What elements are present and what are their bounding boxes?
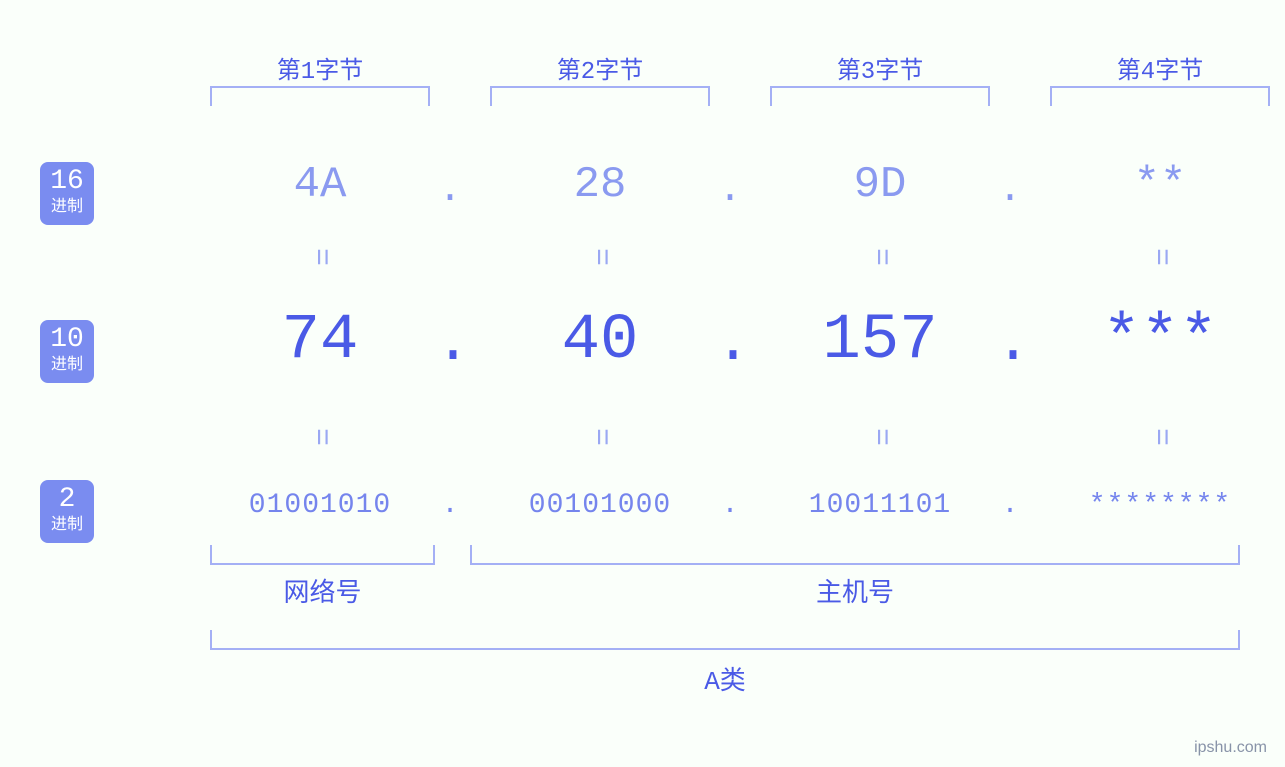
bin-val-2: 00101000 — [480, 490, 720, 521]
byte-header-1: 第1字节 — [200, 50, 440, 86]
badge-hex-num: 16 — [50, 168, 84, 196]
eq-2-1: = — [303, 317, 337, 557]
host-bracket — [470, 545, 1240, 565]
badge-hex-sub: 进制 — [50, 198, 84, 217]
byte-header-3: 第3字节 — [760, 50, 1000, 86]
bin-dot-3: . — [995, 490, 1025, 521]
top-bracket-3 — [770, 86, 990, 106]
top-bracket-4 — [1050, 86, 1270, 106]
class-bracket — [210, 630, 1240, 650]
base-badge-bin: 2 进制 — [40, 480, 94, 543]
watermark: ipshu.com — [1194, 739, 1267, 757]
hex-dot-1: . — [435, 168, 465, 213]
host-label: 主机号 — [470, 572, 1240, 609]
badge-bin-sub: 进制 — [50, 516, 84, 535]
hex-dot-3: . — [995, 168, 1025, 213]
byte-header-4: 第4字节 — [1040, 50, 1280, 86]
top-bracket-2 — [490, 86, 710, 106]
badge-bin-num: 2 — [50, 486, 84, 514]
bin-dot-2: . — [715, 490, 745, 521]
network-bracket — [210, 545, 435, 565]
class-label: A类 — [210, 660, 1240, 697]
dec-dot-3: . — [995, 310, 1025, 378]
bin-dot-1: . — [435, 490, 465, 521]
eq-2-2: = — [583, 317, 617, 557]
eq-2-4: = — [1143, 317, 1177, 557]
byte-header-2: 第2字节 — [480, 50, 720, 86]
dec-dot-1: . — [435, 310, 465, 378]
network-label: 网络号 — [210, 572, 435, 609]
badge-dec-num: 10 — [50, 326, 84, 354]
eq-2-3: = — [863, 317, 897, 557]
top-bracket-1 — [210, 86, 430, 106]
hex-dot-2: . — [715, 168, 745, 213]
dec-dot-2: . — [715, 310, 745, 378]
base-badge-dec: 10 进制 — [40, 320, 94, 383]
bin-val-1: 01001010 — [200, 490, 440, 521]
bin-val-3: 10011101 — [760, 490, 1000, 521]
bin-val-4: ******** — [1040, 490, 1280, 521]
badge-dec-sub: 进制 — [50, 356, 84, 375]
base-badge-hex: 16 进制 — [40, 162, 94, 225]
